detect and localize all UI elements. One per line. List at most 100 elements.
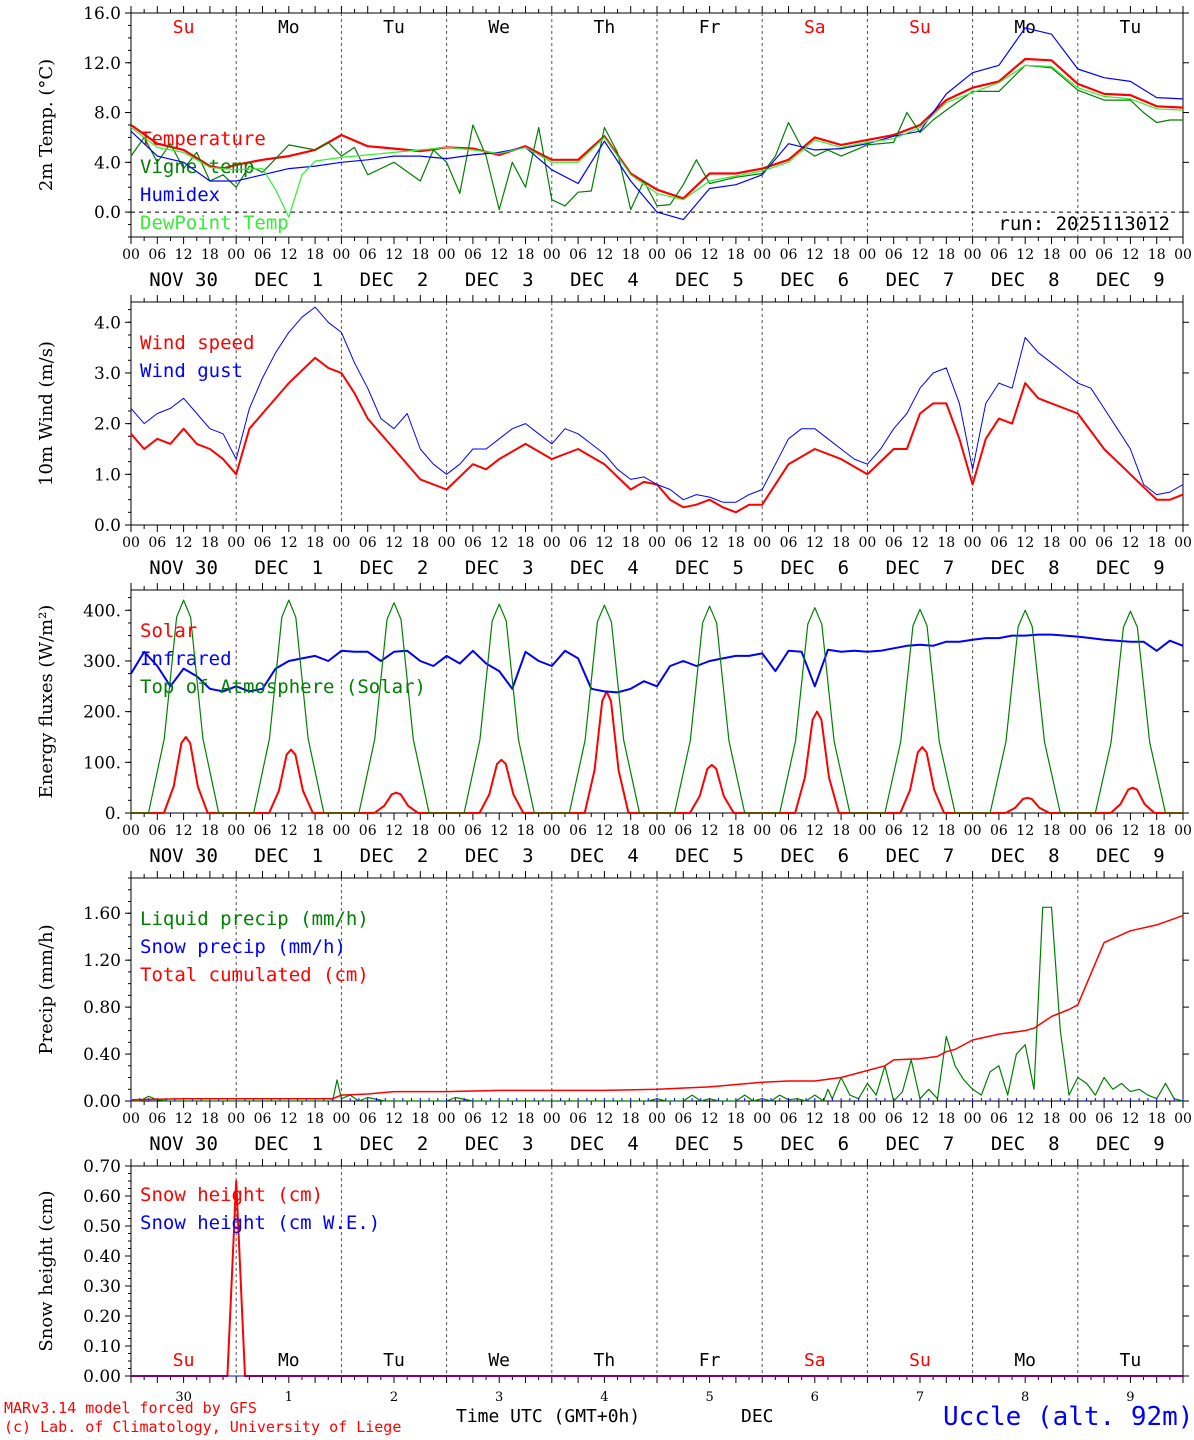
snow-y-tick-label: 0.60 (83, 1187, 121, 1207)
snow-y-tick-label: 0.40 (83, 1247, 121, 1267)
wind-hour-label: 18 (517, 535, 535, 551)
temperature-hour-label: 00 (858, 247, 876, 263)
energy-hour-label: 06 (780, 823, 798, 839)
temperature-day-name: Su (173, 17, 195, 38)
energy-hour-label: 12 (1121, 823, 1139, 839)
energy-hour-label: 06 (148, 823, 166, 839)
temperature-hour-label: 00 (964, 247, 982, 263)
energy-legend-entry: Top of Atmosphere (Solar) (140, 676, 426, 698)
energy-date-label: DEC 9 (1096, 845, 1165, 867)
energy-hour-label: 12 (806, 823, 824, 839)
wind-hour-label: 12 (1121, 535, 1139, 551)
temperature-date-label: DEC 6 (780, 269, 849, 291)
temperature-hour-label: 12 (385, 247, 403, 263)
temperature-date-label: DEC 3 (465, 269, 534, 291)
precip-hour-label: 06 (990, 1111, 1008, 1127)
snow-y-tick-label: 0.10 (83, 1337, 121, 1357)
snow-y-tick-label: 0.30 (83, 1277, 121, 1297)
precip-date-label: NOV 30 (149, 1133, 218, 1155)
wind-hour-label: 00 (1069, 535, 1087, 551)
precip-date-label: DEC 1 (254, 1133, 323, 1155)
wind-date-label: DEC 6 (780, 557, 849, 579)
energy-hour-label: 00 (648, 823, 666, 839)
wind-hour-label: 18 (832, 535, 850, 551)
energy-hour-label: 06 (885, 823, 903, 839)
temperature-date-label: DEC 9 (1096, 269, 1165, 291)
date-number: 2 (390, 1390, 398, 1405)
temperature-day-name: Tu (1120, 17, 1142, 38)
temperature-series-humidex (130, 27, 1184, 221)
precip-hour-label: 06 (674, 1111, 692, 1127)
wind-hour-label: 18 (937, 535, 955, 551)
temperature-legend-entry: Temperature (140, 128, 266, 150)
energy-hour-label: 00 (753, 823, 771, 839)
temperature-y-axis-label: 2m Temp. (°C) (36, 59, 57, 191)
temperature-hour-label: 06 (359, 247, 377, 263)
temperature-hour-label: 00 (122, 247, 140, 263)
precip-hour-label: 00 (438, 1111, 456, 1127)
wind-y-tick-label: 4.0 (94, 313, 121, 333)
energy-legend-entry: Infrared (140, 648, 232, 670)
precip-hour-label: 18 (622, 1111, 640, 1127)
snow-y-tick-label: 0.70 (83, 1157, 121, 1177)
wind-hour-label: 12 (595, 535, 613, 551)
precip-date-label: DEC 7 (886, 1133, 955, 1155)
temperature-hour-label: 06 (780, 247, 798, 263)
precip-hour-label: 18 (411, 1111, 429, 1127)
energy-hour-label: 18 (727, 823, 745, 839)
wind-legend-entry: Wind speed (140, 332, 254, 354)
precip-y-tick-label: 0.00 (83, 1092, 121, 1112)
wind-y-tick-label: 3.0 (94, 364, 121, 384)
energy-hour-label: 00 (1069, 823, 1087, 839)
date-number: 7 (916, 1390, 924, 1405)
energy-hour-label: 06 (359, 823, 377, 839)
precip-hour-label: 00 (753, 1111, 771, 1127)
wind-hour-label: 18 (306, 535, 324, 551)
date-number: 30 (175, 1390, 192, 1405)
energy-hour-label: 06 (674, 823, 692, 839)
energy-date-label: DEC 7 (886, 845, 955, 867)
precip-date-label: DEC 2 (360, 1133, 429, 1155)
month-label: DEC (741, 1406, 774, 1427)
temperature-day-name: Tu (383, 17, 405, 38)
snow-day-name: Sa (804, 1350, 826, 1371)
wind-hour-label: 06 (148, 535, 166, 551)
precip-date-label: DEC 8 (991, 1133, 1060, 1155)
date-number: 5 (705, 1390, 713, 1405)
precip-hour-label: 00 (227, 1111, 245, 1127)
wind-hour-label: 12 (701, 535, 719, 551)
energy-y-axis-label: Energy fluxes (W/m²) (36, 605, 57, 799)
temperature-hour-label: 12 (1016, 247, 1034, 263)
wind-hour-label: 06 (359, 535, 377, 551)
precip-hour-label: 06 (359, 1111, 377, 1127)
precip-y-tick-label: 1.60 (83, 904, 121, 924)
precip-hour-label: 18 (201, 1111, 219, 1127)
energy-y-tick-label: 200. (83, 703, 121, 723)
wind-hour-label: 06 (990, 535, 1008, 551)
wind-hour-label: 06 (1095, 535, 1113, 551)
wind-hour-label: 12 (1016, 535, 1034, 551)
temperature-hour-label: 18 (622, 247, 640, 263)
temperature-date-label: DEC 1 (254, 269, 323, 291)
wind-hour-label: 18 (1043, 535, 1061, 551)
energy-hour-label: 18 (411, 823, 429, 839)
temperature-day-name: Th (594, 17, 616, 38)
temperature-series-dewpoint-temp (130, 64, 1184, 218)
energy-hour-label: 06 (569, 823, 587, 839)
energy-date-label: DEC 5 (675, 845, 744, 867)
snow-day-name: Mo (278, 1350, 300, 1371)
temperature-hour-label: 18 (1043, 247, 1061, 263)
energy-series-infrared (130, 633, 1184, 694)
wind-hour-label: 00 (753, 535, 771, 551)
temperature-date-label: DEC 8 (991, 269, 1060, 291)
precip-hour-label: 12 (701, 1111, 719, 1127)
wind-hour-label: 00 (543, 535, 561, 551)
temperature-hour-label: 18 (937, 247, 955, 263)
wind-hour-label: 06 (254, 535, 272, 551)
wind-hour-label: 00 (438, 535, 456, 551)
temperature-y-tick-label: 8.0 (94, 104, 121, 124)
snow-day-name: Tu (383, 1350, 405, 1371)
temperature-hour-label: 06 (1095, 247, 1113, 263)
temperature-hour-label: 12 (595, 247, 613, 263)
